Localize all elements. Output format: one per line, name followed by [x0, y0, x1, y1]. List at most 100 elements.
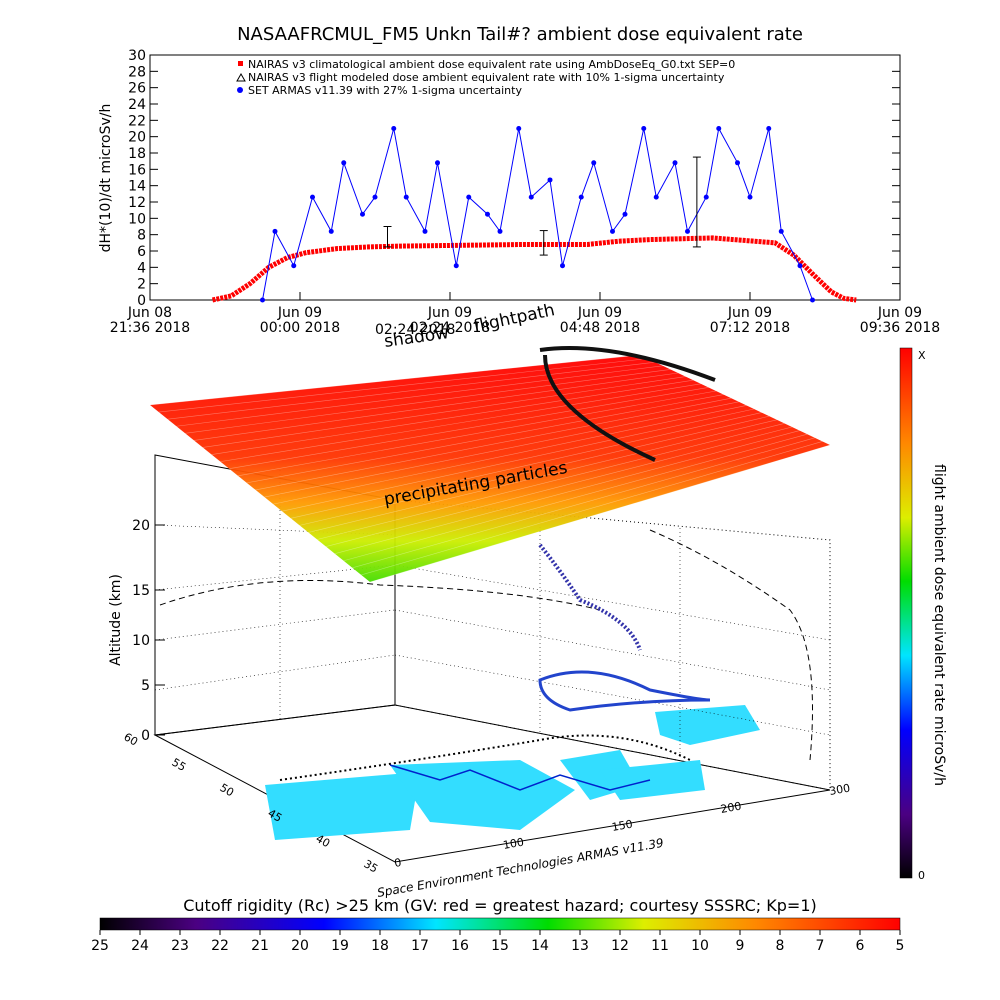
top-ytick-label: 12: [128, 195, 146, 211]
series-armas-point: [528, 194, 534, 200]
series-armas-point: [372, 194, 378, 200]
plane-stripe: [255, 397, 732, 491]
series-armas-line: [262, 127, 813, 301]
plane-stripe: [149, 354, 641, 406]
colorbar-bottom-tick-label: 15: [491, 938, 509, 954]
series-armas-point: [547, 177, 553, 183]
plane-stripe: [352, 437, 815, 569]
colorbar-bottom-tick-label: 18: [371, 938, 389, 954]
lat-tick-label: 60: [122, 730, 141, 748]
plane-stripe: [211, 379, 694, 455]
colorbar-bottom-tick-label: 13: [571, 938, 589, 954]
top-ytick-label: 30: [128, 48, 146, 64]
top-plot-frame: [149, 54, 901, 301]
z-tick-label: 20: [132, 518, 150, 534]
flight-floor-track: [279, 734, 691, 781]
colorbar-bottom-tick-label: 10: [691, 938, 709, 954]
series-armas-point: [466, 194, 472, 200]
series-armas-point: [560, 263, 565, 269]
radiation-layer: [149, 346, 831, 583]
top-xtick-label-line1: Jun 08: [127, 305, 172, 321]
plane-stripe: [308, 419, 777, 533]
plane-stripe: [158, 358, 648, 413]
colorbar-bottom-tick-label: 8: [776, 938, 785, 954]
top-xtick-label-line2: 02:24 2018: [410, 320, 490, 336]
series-armas-point: [622, 211, 628, 217]
top-ytick-label: 2: [137, 277, 146, 293]
flight-projection-right: [649, 529, 813, 761]
series-armas-point: [485, 211, 490, 217]
colorbar-right-top: X: [918, 349, 926, 362]
plane-stripe: [325, 426, 793, 547]
colorbar-bottom-tick-label: 7: [816, 938, 825, 954]
top-ytick-label: 20: [128, 130, 146, 146]
colorbar-right: [899, 347, 913, 879]
lon-tick-label: 150: [611, 818, 634, 834]
legend-entry-armas: SET ARMAS v11.39 with 27% 1-sigma uncert…: [248, 84, 522, 97]
colorbar-bottom-tick-label: 24: [131, 938, 149, 954]
plane-stripe: [281, 408, 755, 512]
colorbar-bottom-tick-label: 9: [736, 938, 745, 954]
series-armas-point: [766, 126, 772, 131]
top-ytick-label: 16: [128, 162, 146, 178]
colorbar-bottom-tick-label: 20: [291, 938, 309, 954]
top-xtick-label-line1: Jun 09: [877, 305, 922, 321]
series-armas-point: [641, 126, 647, 131]
z-tick-label: 10: [132, 633, 150, 649]
z-tick-label: 5: [141, 678, 150, 694]
flight-projection-dashed: [159, 580, 601, 611]
colorbar-bottom-tick-label: 23: [171, 938, 189, 954]
plane-stripe: [193, 372, 679, 441]
top-legend: NAIRAS v3 climatological ambient dose eq…: [236, 58, 735, 97]
lat-tick-label: 50: [218, 781, 237, 799]
plane-stripe: [273, 405, 747, 505]
lat-tick-label: 55: [170, 756, 189, 774]
colorbar-bottom-title: Cutoff rigidity (Rc) >25 km (GV: red = g…: [183, 896, 817, 915]
top-xtick-label-line2: 04:48 2018: [560, 320, 640, 336]
lat-tick-label: 35: [362, 857, 381, 875]
colorbar-bottom-tick-label: 25: [91, 938, 109, 954]
z-tick-label: 15: [132, 583, 150, 599]
top-xtick-label-line2: 00:00 2018: [260, 320, 340, 336]
series-armas-point: [391, 126, 397, 131]
top-ytick-label: 10: [128, 211, 146, 227]
plane-stripe: [299, 415, 770, 526]
flight-vertical-profile: [538, 543, 642, 651]
series-armas-point: [716, 126, 722, 131]
series-armas-point: [516, 126, 522, 131]
land-east: [655, 705, 760, 745]
plane-stripe: [343, 433, 808, 562]
flight-ground-track: [538, 670, 711, 712]
series-armas-point: [685, 228, 690, 234]
series-armas-point: [497, 228, 503, 234]
plane-stripe: [317, 423, 785, 540]
top-xtick-label-line2: 09:36 2018: [860, 320, 940, 336]
colorbar-bottom-tick-label: 14: [531, 938, 549, 954]
lon-tick-label: 200: [720, 800, 743, 816]
plane-stripe: [361, 441, 823, 576]
series-armas-point: [341, 160, 347, 166]
colorbar-bottom-tick-label: 19: [331, 938, 349, 954]
plane-stripe: [185, 369, 671, 434]
series-armas-point: [422, 228, 428, 234]
series-armas-point: [328, 228, 334, 234]
series-armas-point: [453, 263, 459, 269]
legend-marker-blue: [237, 87, 243, 93]
legend-entry-nairas-flight: NAIRAS v3 flight modeled dose ambient eq…: [248, 71, 725, 84]
top-ylabel: dH*(10)/dt microSv/h: [98, 104, 114, 253]
lon-tick-label: 0: [393, 856, 402, 870]
land-canada: [600, 760, 705, 800]
top-ytick-label: 22: [128, 113, 146, 129]
annotation-flightpath: flightpath: [472, 300, 557, 337]
flight-projections: [159, 529, 813, 781]
series-armas-point: [797, 263, 803, 269]
plane-stripe: [237, 390, 717, 477]
wall-grid: [154, 470, 831, 760]
top-xtick-label-line2: 21:36 2018: [110, 320, 190, 336]
plane-stripe: [334, 430, 800, 554]
top-ytick-label: 6: [137, 244, 146, 260]
lon-tick-label: 300: [828, 782, 851, 798]
map-land: [265, 705, 760, 840]
series-armas-point: [591, 160, 597, 166]
